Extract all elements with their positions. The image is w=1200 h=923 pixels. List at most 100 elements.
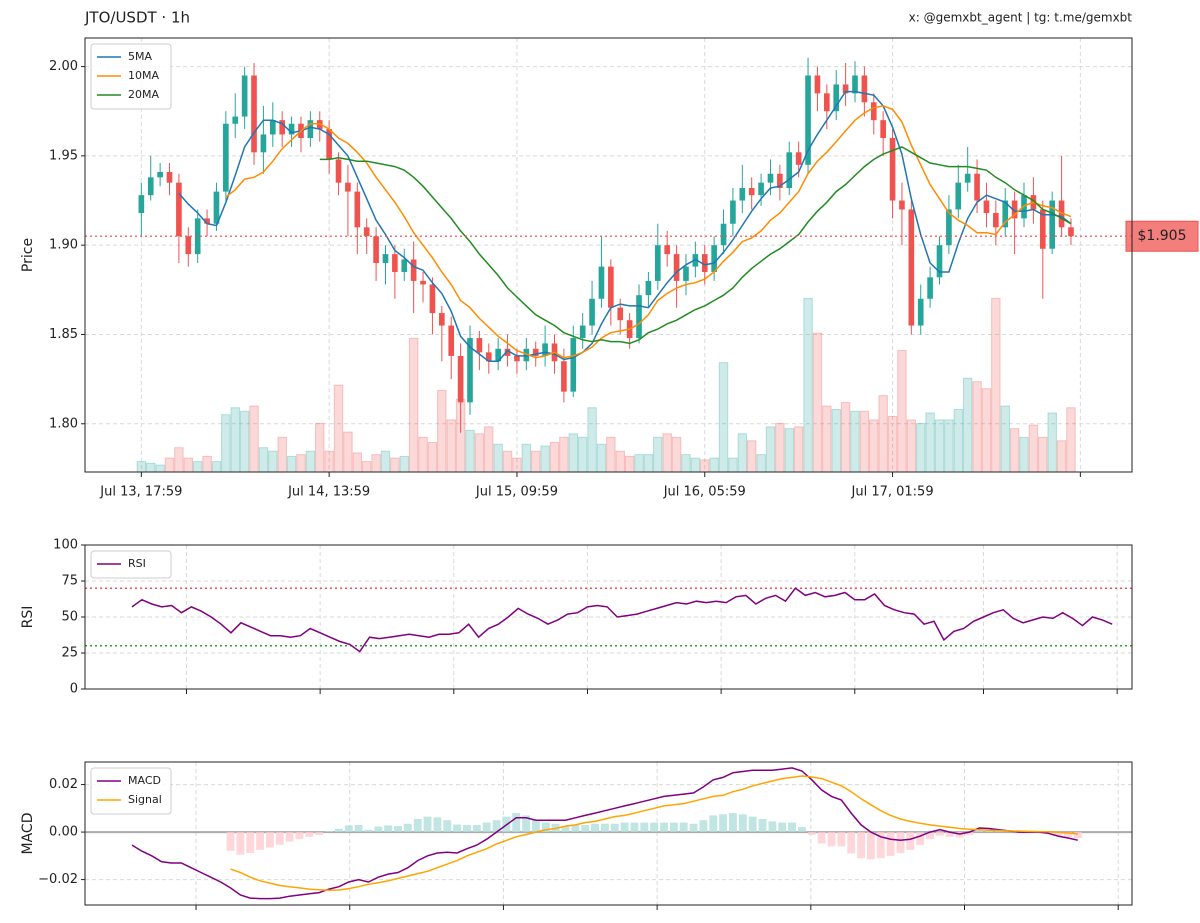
histogram-bar	[482, 822, 491, 833]
histogram-bar	[896, 832, 905, 854]
histogram-bar	[433, 817, 442, 833]
candle-body	[439, 313, 445, 326]
x-tick-label: Jul 13, 17:59	[99, 485, 182, 500]
histogram-bar	[295, 832, 304, 840]
candle-body	[326, 129, 332, 160]
volume-bar	[286, 455, 297, 473]
volume-bar	[221, 414, 231, 473]
volume-bar	[192, 461, 203, 473]
series-line	[178, 90, 1072, 363]
candle-body	[260, 134, 267, 153]
volume-bar	[268, 450, 278, 473]
volume-bar	[474, 433, 485, 473]
candle-body	[495, 348, 501, 362]
volume-bar	[775, 422, 785, 473]
volume-bar	[925, 412, 935, 473]
histogram-bar	[344, 825, 353, 833]
candle-body	[514, 355, 520, 362]
histogram-bar	[610, 823, 619, 833]
histogram-bar	[236, 832, 245, 855]
volume-bar	[183, 457, 194, 473]
candle-body	[748, 188, 755, 196]
histogram-bar	[679, 822, 688, 833]
histogram-bar	[531, 820, 540, 833]
candle-body	[852, 75, 858, 94]
legend-label: 10MA	[128, 69, 159, 82]
histogram-bar	[906, 832, 915, 850]
candle-body	[767, 173, 774, 183]
volume-bar	[484, 426, 494, 473]
histogram-bar	[423, 816, 432, 833]
histogram-bar	[965, 832, 974, 835]
candle-body	[805, 75, 811, 165]
series-line	[230, 775, 1078, 892]
volume-bar	[615, 450, 625, 473]
volume-bar	[352, 452, 363, 473]
histogram-bar	[847, 832, 856, 854]
candle-body	[185, 236, 192, 255]
histogram-bar	[995, 831, 1003, 833]
histogram-bar	[285, 832, 294, 842]
candle-body	[570, 338, 577, 392]
volume-bar	[418, 436, 428, 473]
x-tick-label: Jul 17, 01:59	[851, 485, 934, 500]
histogram-bar	[265, 832, 274, 848]
y-axis-label: MACD	[20, 813, 36, 855]
volume-bar	[765, 426, 776, 473]
histogram-bar	[768, 821, 777, 833]
histogram-bar	[256, 832, 265, 850]
volume-bar	[671, 436, 682, 473]
volume-bar	[361, 461, 372, 473]
volume-bar	[512, 457, 522, 473]
histogram-bar	[650, 822, 659, 833]
volume-bar	[897, 349, 907, 473]
candle-body	[983, 200, 990, 214]
legend-box	[90, 767, 172, 815]
candle-body	[476, 338, 483, 353]
histogram-bar	[275, 832, 284, 845]
histogram-bar	[886, 832, 895, 856]
candle-body	[279, 120, 286, 135]
volume-bar	[249, 405, 259, 473]
series-line	[225, 105, 1072, 359]
volume-bar	[859, 410, 870, 473]
candle-body	[645, 280, 652, 296]
y-tick-label: 2.00	[49, 59, 78, 74]
volume-bar	[944, 419, 954, 473]
histogram-bar	[600, 823, 609, 833]
histogram-bar	[807, 832, 816, 835]
plot-frame	[84, 37, 1133, 473]
y-axis-label: Price	[20, 238, 36, 272]
histogram-bar	[778, 822, 787, 833]
histogram-bar	[581, 824, 590, 833]
volume-bar	[211, 461, 222, 473]
candle-body	[1049, 200, 1056, 249]
candle-body	[824, 93, 830, 112]
panel: 1.80 1.85 1.90 1.95 2.00 Jul 13, 17:59 Jul 14,…	[20, 37, 1199, 500]
y-tick-label: 0	[70, 682, 78, 697]
volume-bar	[822, 405, 832, 473]
histogram-bar	[522, 815, 531, 833]
candle-body	[307, 120, 314, 139]
histogram-bar	[738, 814, 747, 833]
volume-bar	[662, 433, 672, 473]
candle-body	[335, 159, 342, 183]
histogram-bar	[699, 820, 708, 833]
volume-bar	[493, 443, 503, 473]
volume-bar	[531, 450, 541, 473]
y-tick-label: 25	[61, 646, 78, 661]
volume-bar	[155, 464, 165, 473]
volume-bar	[315, 422, 325, 473]
candle-body	[345, 182, 351, 192]
panel: 0 25 50 75 100 RSI RSI	[20, 538, 1133, 697]
candle-body	[673, 254, 680, 281]
candle-body	[194, 218, 201, 255]
histogram-bar	[788, 822, 797, 833]
volume-bar	[1019, 436, 1029, 473]
candle-body	[1058, 200, 1065, 228]
volume-bar	[972, 381, 982, 473]
candle-body	[138, 195, 145, 214]
volume-bar	[1000, 405, 1010, 473]
histogram-bar	[571, 824, 580, 833]
volume-bar	[756, 454, 766, 473]
